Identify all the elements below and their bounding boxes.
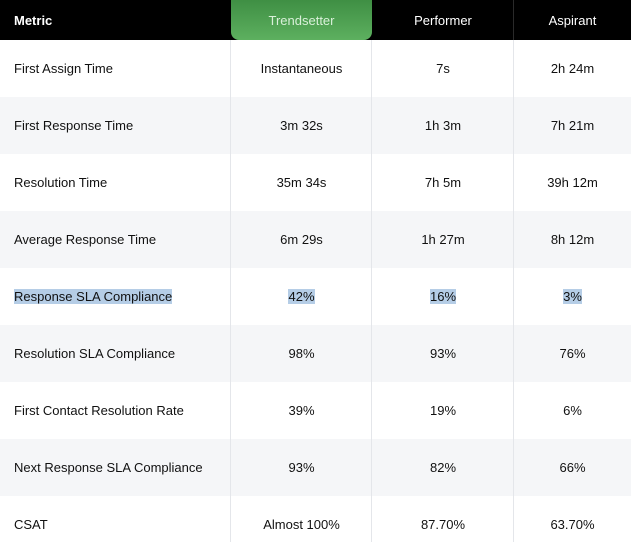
aspirant-cell: 76% — [559, 346, 586, 361]
aspirant-cell: 39h 12m — [547, 175, 598, 190]
performer-cell: 1h 27m — [421, 232, 465, 247]
column-divider — [371, 40, 372, 542]
header-aspirant[interactable]: Aspirant — [548, 12, 597, 28]
trendsetter-cell: 39% — [288, 403, 315, 418]
trendsetter-cell: Almost 100% — [263, 517, 340, 532]
aspirant-cell: 8h 12m — [550, 232, 595, 247]
header-divider — [513, 0, 514, 40]
table-row-selected: Response SLA Compliance 42% 16% 3% — [0, 268, 631, 325]
table-body: First Assign Time Instantaneous 7s 2h 24… — [0, 40, 631, 542]
aspirant-cell: 2h 24m — [550, 61, 595, 76]
header-trendsetter[interactable]: Trendsetter — [231, 0, 372, 40]
performer-cell: 87.70% — [420, 517, 466, 532]
column-divider — [230, 40, 231, 542]
column-divider — [513, 40, 514, 542]
trendsetter-cell: 35m 34s — [276, 175, 327, 190]
table-row: Average Response Time 6m 29s 1h 27m 8h 1… — [0, 211, 631, 268]
aspirant-cell: 7h 21m — [550, 118, 595, 133]
table-row: Resolution SLA Compliance 98% 93% 76% — [0, 325, 631, 382]
metric-cell: Next Response SLA Compliance — [14, 460, 203, 475]
table-row: First Response Time 3m 32s 1h 3m 7h 21m — [0, 97, 631, 154]
selected-text: Response SLA Compliance — [14, 289, 173, 304]
table-row: First Contact Resolution Rate 39% 19% 6% — [0, 382, 631, 439]
metric-cell: First Contact Resolution Rate — [14, 403, 184, 418]
metric-cell: First Response Time — [14, 118, 134, 133]
performer-cell: 1h 3m — [424, 118, 462, 133]
table-header: Metric Trendsetter Performer Aspirant — [0, 0, 631, 40]
performer-cell: 19% — [429, 403, 457, 418]
trendsetter-cell: 93% — [288, 460, 315, 475]
trendsetter-cell: 6m 29s — [280, 232, 323, 247]
header-metric: Metric — [14, 12, 53, 28]
performer-cell: 93% — [429, 346, 457, 361]
metric-cell: Response SLA Compliance — [14, 268, 173, 325]
table-row: First Assign Time Instantaneous 7s 2h 24… — [0, 40, 631, 97]
aspirant-cell: 3% — [514, 268, 631, 325]
header-performer[interactable]: Performer — [414, 12, 472, 28]
selected-text: 3% — [563, 289, 582, 304]
metric-cell: Resolution Time — [14, 175, 108, 190]
table-row: Resolution Time 35m 34s 7h 5m 39h 12m — [0, 154, 631, 211]
performer-cell: 16% — [372, 268, 514, 325]
metric-cell: Average Response Time — [14, 232, 157, 247]
performer-cell: 7h 5m — [424, 175, 462, 190]
selected-text: 42% — [288, 289, 315, 304]
aspirant-cell: 66% — [559, 460, 586, 475]
aspirant-cell: 6% — [563, 403, 582, 418]
table-row: Next Response SLA Compliance 93% 82% 66% — [0, 439, 631, 496]
performer-cell: 7s — [436, 61, 450, 76]
selected-text: 16% — [429, 289, 457, 304]
trendsetter-cell: Instantaneous — [260, 61, 343, 76]
table-row: CSAT Almost 100% 87.70% 63.70% — [0, 496, 631, 542]
metric-cell: First Assign Time — [14, 61, 113, 76]
performer-cell: 82% — [429, 460, 457, 475]
trendsetter-cell: 3m 32s — [280, 118, 323, 133]
aspirant-cell: 63.70% — [550, 517, 595, 532]
trendsetter-cell: 98% — [288, 346, 315, 361]
metric-cell: CSAT — [14, 517, 48, 532]
trendsetter-cell: 42% — [231, 268, 372, 325]
metric-cell: Resolution SLA Compliance — [14, 346, 176, 361]
